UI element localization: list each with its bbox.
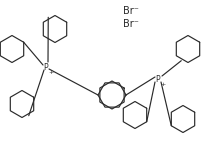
Text: Br⁻: Br⁻	[123, 19, 138, 29]
Text: P: P	[43, 62, 48, 71]
Text: P: P	[155, 74, 159, 84]
Text: +: +	[48, 69, 53, 74]
Text: +: +	[160, 81, 165, 87]
Text: Br⁻: Br⁻	[123, 6, 138, 16]
